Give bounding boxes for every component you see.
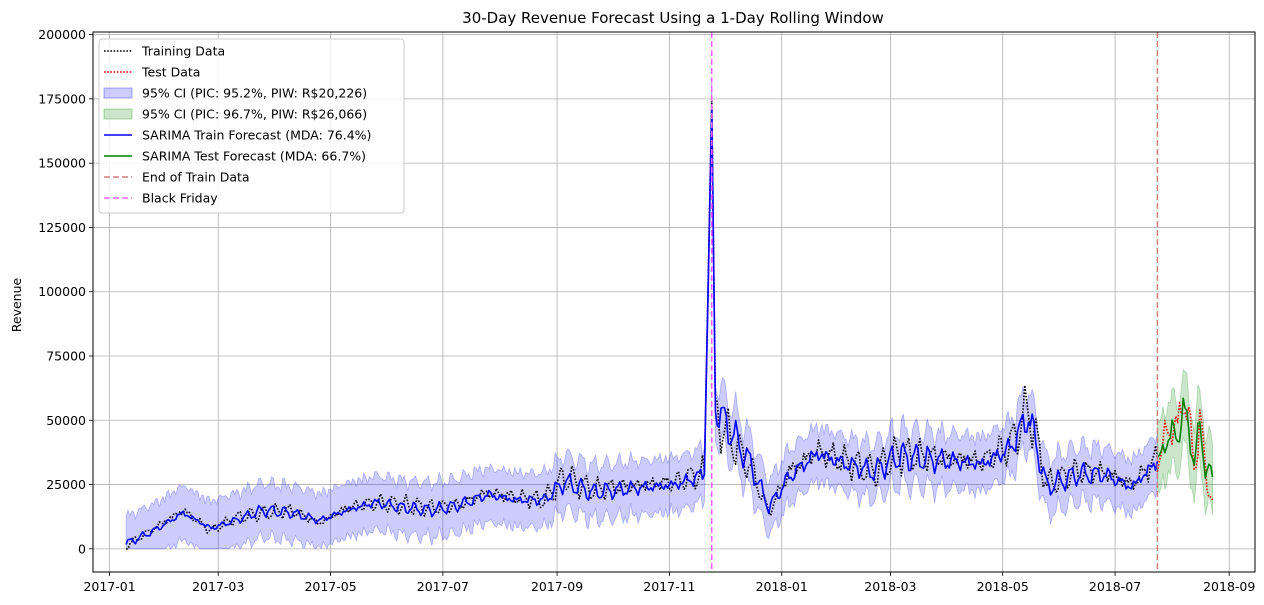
legend-entry: 95% CI (PIC: 95.2%, PIW: R$20,226): [142, 86, 367, 101]
x-tick-label: 2017-05: [304, 579, 356, 594]
chart-title: 30-Day Revenue Forecast Using a 1-Day Ro…: [462, 9, 884, 27]
x-tick-label: 2018-01: [756, 579, 808, 594]
y-tick-label: 75000: [46, 349, 86, 364]
x-tick-label: 2018-09: [1203, 579, 1255, 594]
series-line-1: [126, 98, 1159, 550]
series-line-3: [125, 105, 1159, 545]
confidence-band-2: [1157, 369, 1213, 516]
legend-swatch: [103, 87, 133, 99]
legend-entry: End of Train Data: [142, 170, 250, 185]
series-line-4: [1156, 397, 1214, 479]
x-tick-label: 2017-03: [192, 579, 244, 594]
legend-swatch: [103, 108, 133, 120]
y-tick-label: 150000: [38, 156, 86, 171]
legend-entry: Training Data: [141, 44, 225, 59]
x-tick-label: 2017-07: [417, 579, 469, 594]
y-tick-label: 0: [78, 541, 86, 556]
x-tick-label: 2018-07: [1089, 579, 1141, 594]
y-axis-label: Revenue: [9, 277, 24, 332]
series-line-2: [1156, 401, 1214, 501]
y-tick-label: 50000: [46, 413, 86, 428]
y-tick-label: 125000: [38, 220, 86, 235]
x-tick-label: 2017-01: [83, 579, 135, 594]
plot-area: 2017-01 2017-03 2017-05 2017-07 2017-09 2017-…: [38, 27, 1256, 594]
axes-frame: [92, 31, 1256, 573]
legend: Training Data Test Data 95% CI (PIC: 95.2%…: [98, 38, 405, 214]
x-tick-label: 2018-03: [864, 579, 916, 594]
legend-entry: Test Data: [141, 65, 200, 80]
x-tick-label: 2018-05: [977, 579, 1029, 594]
y-tick-label: 100000: [38, 284, 86, 299]
legend-entry: SARIMA Test Forecast (MDA: 66.7%): [142, 149, 366, 164]
y-tick-label: 175000: [38, 91, 86, 106]
x-tick-label: 2017-11: [643, 579, 695, 594]
y-tick-label: 25000: [46, 477, 86, 492]
legend-entry: 95% CI (PIC: 96.7%, PIW: R$26,066): [142, 107, 367, 122]
y-tick-label: 200000: [38, 27, 86, 42]
x-tick-label: 2017-09: [531, 579, 583, 594]
legend-entry: Black Friday: [142, 191, 218, 206]
legend-entry: SARIMA Train Forecast (MDA: 76.4%): [142, 128, 371, 143]
legend-box: [98, 38, 405, 214]
